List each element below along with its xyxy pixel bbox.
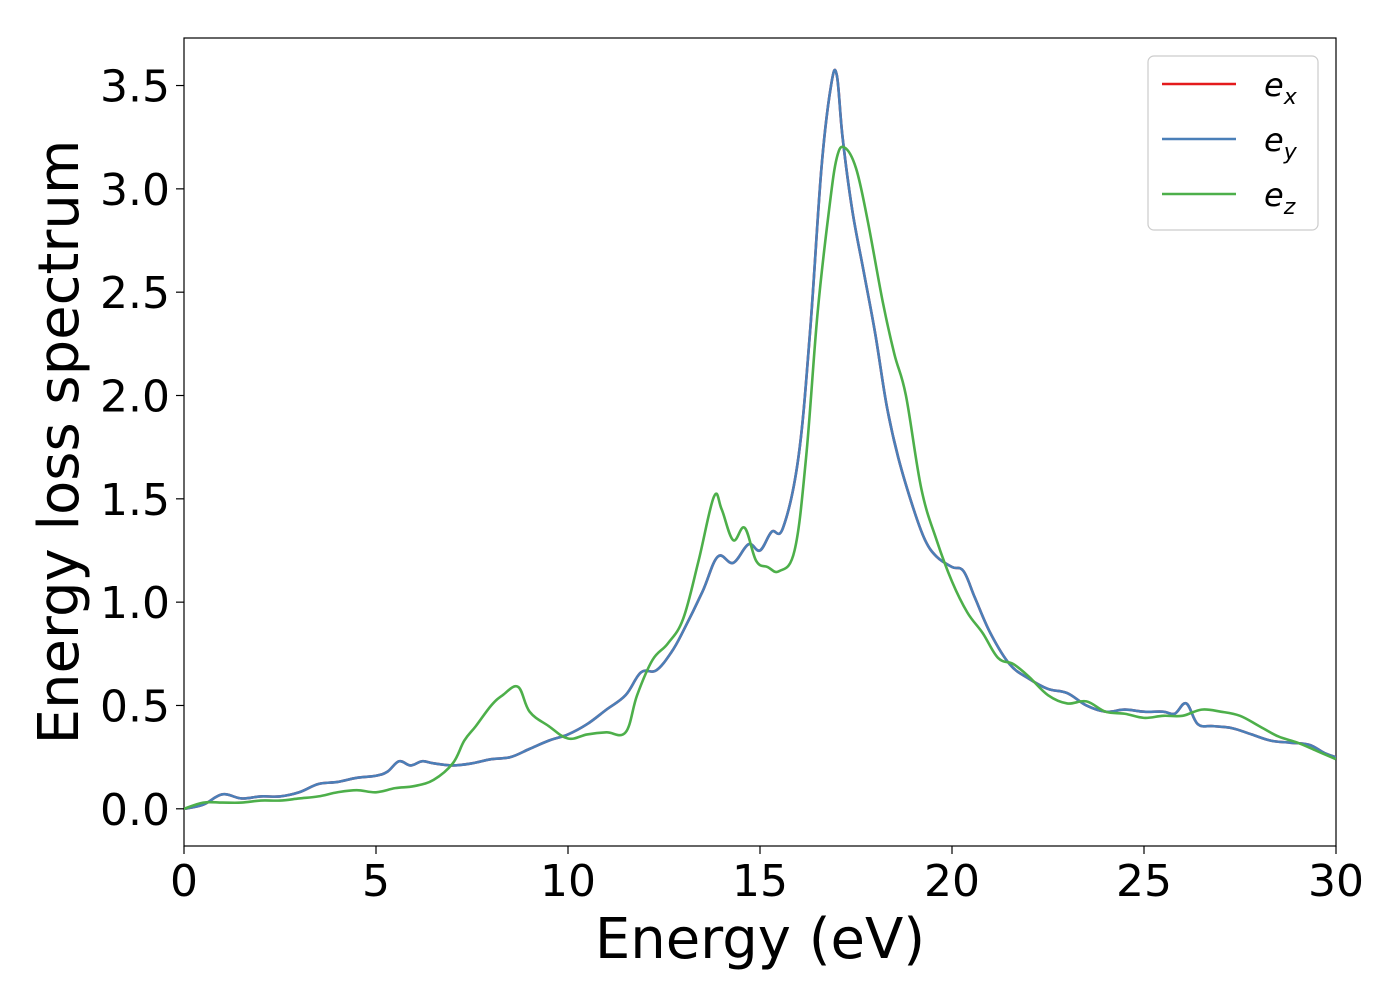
y-tick-label: 0.0 bbox=[100, 785, 170, 836]
x-tick-label: 0 bbox=[170, 856, 198, 907]
x-axis-title: Energy (eV) bbox=[595, 907, 925, 972]
legend-label-ez: ez bbox=[1264, 176, 1296, 220]
x-tick-label: 10 bbox=[540, 856, 596, 907]
y-tick-label: 1.5 bbox=[100, 475, 170, 526]
legend-label-ey: ey bbox=[1264, 121, 1298, 165]
y-tick-label: 2.5 bbox=[100, 268, 170, 319]
legend-label-ex: ex bbox=[1264, 66, 1298, 110]
y-tick-label: 0.5 bbox=[100, 681, 170, 732]
x-tick-label: 15 bbox=[732, 856, 788, 907]
series-layer bbox=[184, 68, 1336, 811]
y-tick-label: 3.0 bbox=[100, 165, 170, 216]
series-line-ez bbox=[184, 145, 1336, 811]
y-tick-label: 3.5 bbox=[100, 62, 170, 113]
y-tick-label: 1.0 bbox=[100, 578, 170, 629]
x-tick-label: 30 bbox=[1308, 856, 1364, 907]
x-axis: 0 5 10 15 20 25 30 bbox=[170, 846, 1364, 907]
x-tick-label: 20 bbox=[924, 856, 980, 907]
x-tick-label: 5 bbox=[362, 856, 390, 907]
series-line-ey bbox=[184, 68, 1336, 811]
y-axis: 0.0 0.5 1.0 1.5 2.0 2.5 3.0 3.5 bbox=[100, 62, 184, 836]
y-axis-title: Energy loss spectrum bbox=[27, 140, 92, 745]
y-tick-label: 2.0 bbox=[100, 372, 170, 423]
x-tick-label: 25 bbox=[1116, 856, 1172, 907]
legend: ex ey ez bbox=[1147, 55, 1319, 231]
legend-box bbox=[1147, 55, 1319, 231]
